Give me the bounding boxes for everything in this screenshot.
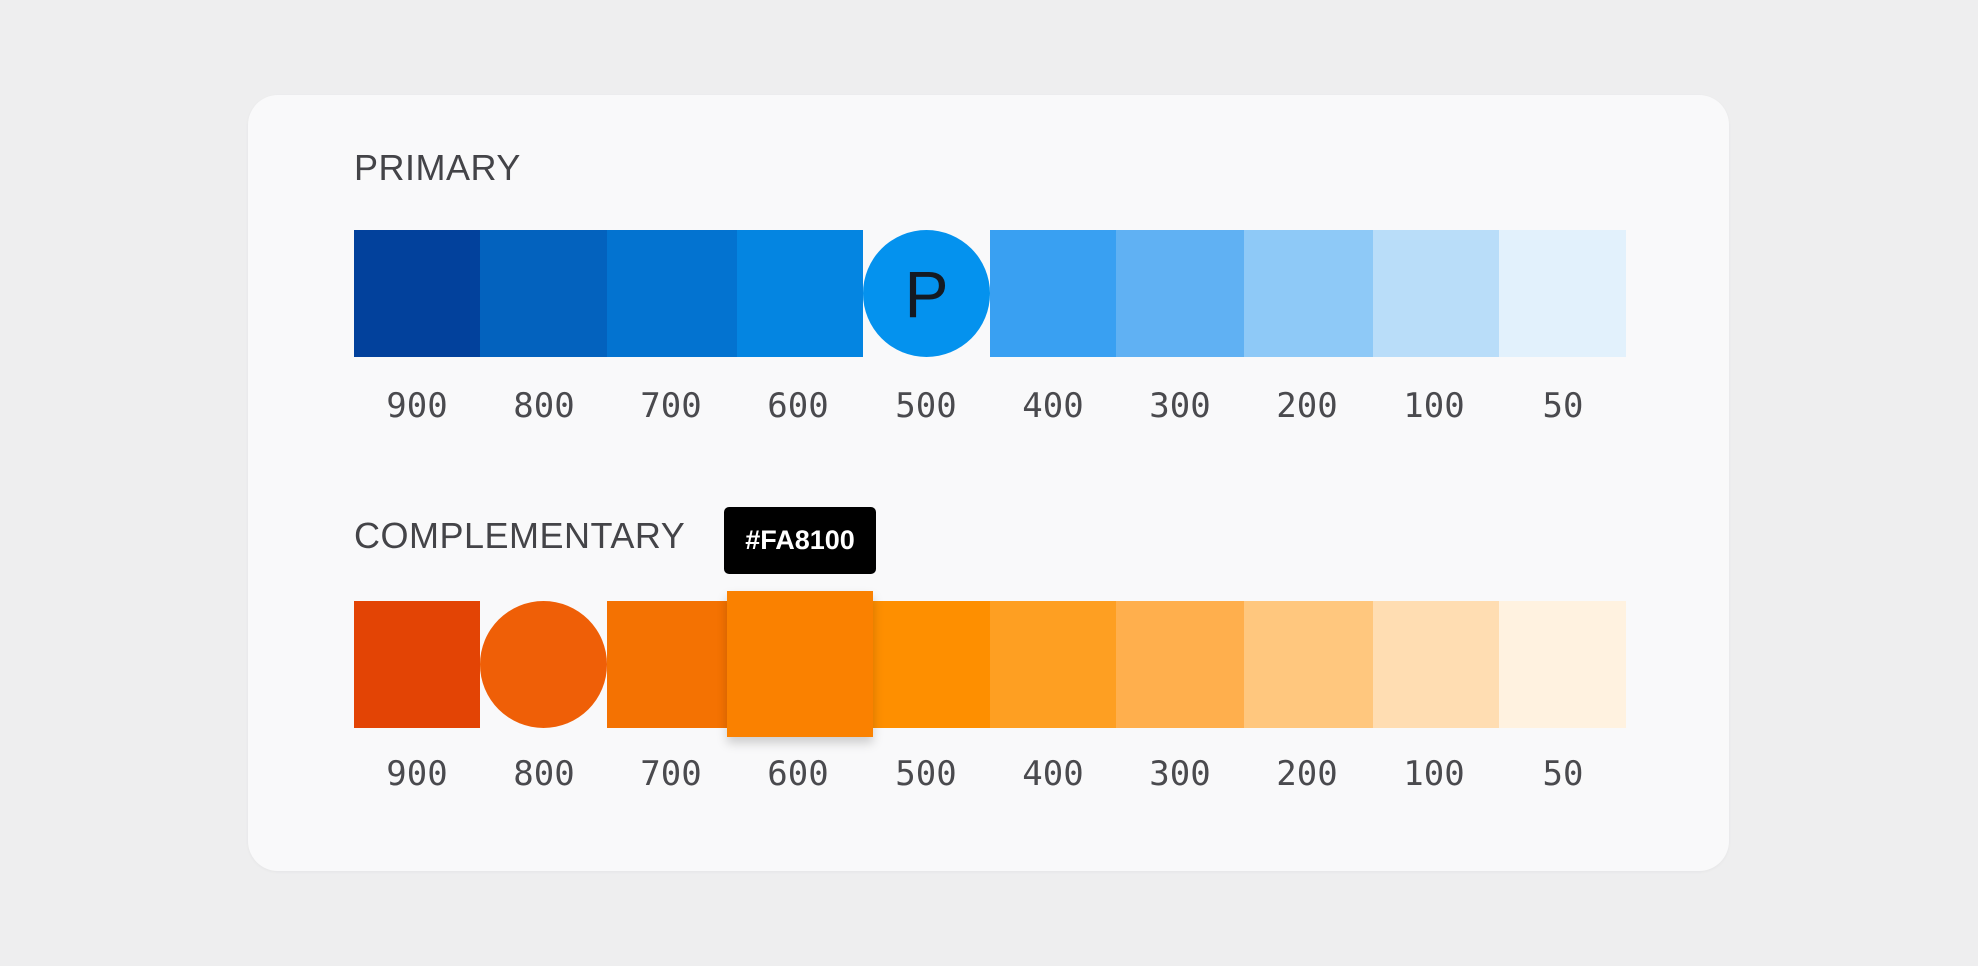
complementary-label-500: 500: [895, 754, 957, 794]
primary-label-300: 300: [1149, 386, 1211, 426]
complementary-label-400: 400: [1022, 754, 1084, 794]
complementary-swatch-50[interactable]: [1499, 601, 1626, 728]
primary-label-600: 600: [767, 386, 829, 426]
complementary-label-900: 900: [386, 754, 448, 794]
complementary-label-300: 300: [1149, 754, 1211, 794]
complementary-label-800: 800: [513, 754, 575, 794]
primary-swatch-600[interactable]: [737, 230, 863, 357]
primary-swatch-300[interactable]: [1116, 230, 1244, 357]
complementary-label-600: 600: [767, 754, 829, 794]
primary-swatch-800[interactable]: [480, 230, 607, 357]
complementary-swatch-row: [354, 591, 1626, 737]
complementary-label-700: 700: [640, 754, 702, 794]
primary-swatch-row: P: [354, 230, 1626, 357]
complementary-label-50: 50: [1542, 754, 1584, 794]
primary-label-400: 400: [1022, 386, 1084, 426]
primary-marker-letter: P: [904, 256, 949, 331]
primary-section-title: PRIMARY: [354, 147, 521, 188]
complementary-swatch-400[interactable]: [990, 601, 1116, 728]
complementary-swatch-100[interactable]: [1373, 601, 1499, 728]
complementary-swatch-700[interactable]: [607, 601, 737, 728]
primary-swatch-500[interactable]: P: [863, 230, 990, 357]
complementary-swatch-300[interactable]: [1116, 601, 1244, 728]
complementary-label-row: 900 800 700 600 500 400 300 200 100 50: [354, 754, 1626, 794]
primary-label-800: 800: [513, 386, 575, 426]
primary-swatch-200[interactable]: [1244, 230, 1373, 357]
complementary-swatch-500[interactable]: [863, 601, 990, 728]
primary-label-50: 50: [1542, 386, 1584, 426]
primary-swatch-50[interactable]: [1499, 230, 1626, 357]
primary-label-200: 200: [1276, 386, 1338, 426]
primary-swatch-400[interactable]: [990, 230, 1116, 357]
complementary-swatch-900[interactable]: [354, 601, 480, 728]
primary-swatch-100[interactable]: [1373, 230, 1499, 357]
complementary-section-title: COMPLEMENTARY: [354, 515, 686, 556]
complementary-swatch-600[interactable]: [727, 591, 873, 737]
complementary-label-100: 100: [1403, 754, 1465, 794]
complementary-swatch-800[interactable]: [480, 601, 607, 728]
complementary-label-200: 200: [1276, 754, 1338, 794]
primary-swatch-900[interactable]: [354, 230, 480, 357]
complementary-swatch-200[interactable]: [1244, 601, 1373, 728]
color-hex-tooltip: #FA8100: [724, 507, 876, 574]
primary-label-900: 900: [386, 386, 448, 426]
primary-label-row: 900 800 700 600 500 400 300 200 100 50: [354, 386, 1626, 426]
primary-label-100: 100: [1403, 386, 1465, 426]
palette-card: [248, 95, 1729, 871]
primary-swatch-700[interactable]: [607, 230, 737, 357]
primary-label-500: 500: [895, 386, 957, 426]
primary-label-700: 700: [640, 386, 702, 426]
